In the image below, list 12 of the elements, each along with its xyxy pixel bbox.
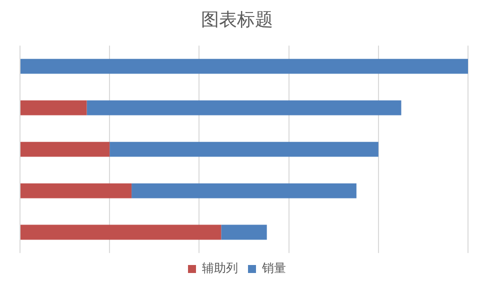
bar: [132, 183, 356, 198]
bar: [20, 183, 132, 198]
bar: [20, 100, 87, 116]
chart-title: 图表标题: [201, 9, 273, 30]
bar: [110, 142, 378, 157]
bar: [20, 224, 222, 240]
bar: [86, 100, 402, 116]
bar: [20, 142, 110, 157]
legend-label: 销量: [261, 261, 286, 276]
bar: [221, 224, 267, 240]
legend-label: 辅助列: [202, 261, 238, 276]
bar: [20, 58, 468, 74]
